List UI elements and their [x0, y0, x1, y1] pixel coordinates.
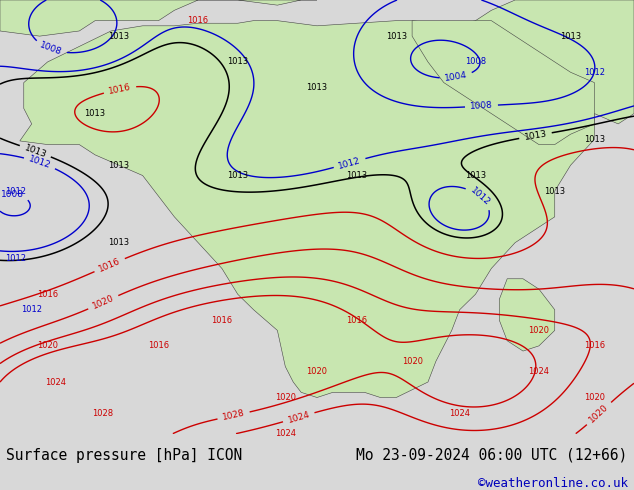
- Text: 1016: 1016: [584, 342, 605, 350]
- Text: 1016: 1016: [108, 82, 132, 96]
- Text: 1013: 1013: [108, 238, 129, 247]
- Text: 1012: 1012: [5, 187, 27, 196]
- Text: 1012: 1012: [584, 68, 605, 77]
- Text: 1020: 1020: [584, 393, 605, 402]
- Text: 1016: 1016: [97, 256, 122, 274]
- Text: ©weatheronline.co.uk: ©weatheronline.co.uk: [477, 477, 628, 490]
- Text: 1013: 1013: [23, 143, 48, 159]
- Text: 1016: 1016: [37, 290, 58, 299]
- Text: 1012: 1012: [469, 186, 491, 208]
- Text: 1013: 1013: [84, 109, 106, 118]
- Text: 1012: 1012: [5, 254, 27, 263]
- Polygon shape: [20, 0, 634, 397]
- Text: 1020: 1020: [401, 357, 423, 366]
- Text: 1024: 1024: [275, 429, 296, 438]
- Text: 1020: 1020: [588, 403, 611, 425]
- Text: 1020: 1020: [306, 367, 328, 376]
- Text: 1028: 1028: [93, 409, 113, 417]
- Text: 1013: 1013: [544, 187, 566, 196]
- Text: 1020: 1020: [528, 326, 550, 335]
- Polygon shape: [0, 0, 317, 36]
- Text: 1016: 1016: [346, 316, 367, 324]
- Text: 1013: 1013: [465, 171, 486, 180]
- Text: 1016: 1016: [148, 342, 169, 350]
- Text: 1008: 1008: [465, 57, 486, 67]
- Polygon shape: [500, 279, 555, 351]
- Text: 1008: 1008: [1, 190, 24, 199]
- Text: 1013: 1013: [108, 161, 129, 170]
- Text: 1013: 1013: [560, 32, 581, 41]
- Text: 1024: 1024: [528, 367, 550, 376]
- Text: 1013: 1013: [524, 129, 548, 142]
- Text: 1008: 1008: [470, 101, 493, 111]
- Text: 1020: 1020: [37, 342, 58, 350]
- Polygon shape: [476, 0, 634, 124]
- Text: 1004: 1004: [444, 71, 468, 83]
- Text: 1016: 1016: [188, 16, 209, 25]
- Text: 1012: 1012: [27, 155, 52, 171]
- Text: 1016: 1016: [211, 316, 233, 324]
- Text: 1012: 1012: [21, 305, 42, 314]
- Text: 1013: 1013: [227, 171, 249, 180]
- Text: 1024: 1024: [449, 409, 470, 417]
- Text: 1013: 1013: [584, 135, 605, 144]
- Polygon shape: [412, 21, 595, 145]
- Text: 1024: 1024: [45, 377, 66, 387]
- Text: 1024: 1024: [287, 410, 311, 425]
- Text: 1013: 1013: [108, 32, 129, 41]
- Text: 1013: 1013: [306, 83, 328, 92]
- Text: 1012: 1012: [337, 155, 362, 171]
- Text: 1013: 1013: [385, 32, 407, 41]
- Text: 1020: 1020: [91, 294, 115, 311]
- Text: 1013: 1013: [227, 57, 249, 67]
- Text: 1008: 1008: [39, 41, 63, 57]
- Text: 1028: 1028: [221, 409, 246, 422]
- Text: 1013: 1013: [346, 171, 367, 180]
- Text: 1020: 1020: [275, 393, 296, 402]
- Text: Mo 23-09-2024 06:00 UTC (12+66): Mo 23-09-2024 06:00 UTC (12+66): [356, 447, 628, 463]
- Text: Surface pressure [hPa] ICON: Surface pressure [hPa] ICON: [6, 447, 243, 463]
